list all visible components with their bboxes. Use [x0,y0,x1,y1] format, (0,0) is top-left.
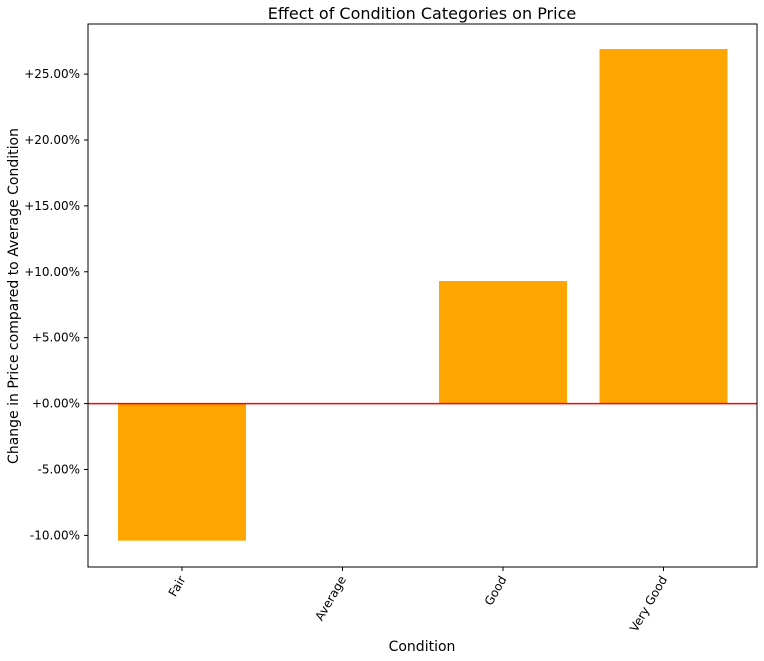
x-tick-label: Very Good [627,574,670,635]
x-axis: Fair Average Good Very Good [166,567,670,634]
x-tick-label: Fair [166,573,189,599]
y-tick-label: -10.00% [30,528,80,542]
y-tick-label: +5.00% [32,331,80,345]
x-tick-label: Good [482,574,510,608]
y-axis: -10.00% -5.00% +0.00% +5.00% +10.00% +15.00% +… [24,67,88,542]
y-tick-label: +0.00% [32,397,80,411]
bar-good [439,281,567,404]
y-tick-label: +10.00% [24,265,80,279]
y-tick-label: -5.00% [38,462,80,476]
plot-frame [87,23,758,568]
x-tick-label: Average [312,574,349,624]
y-tick-label: +15.00% [24,199,80,213]
y-axis-label: Change in Price compared to Average Cond… [6,128,22,464]
y-tick-label: +25.00% [24,67,80,81]
chart-title: Effect of Condition Categories on Price [268,4,576,23]
bar-very-good [599,49,728,404]
y-tick-label: +20.00% [24,133,80,147]
bar-fair [118,403,246,541]
bars-group [118,49,728,541]
x-axis-label: Condition [389,639,456,655]
